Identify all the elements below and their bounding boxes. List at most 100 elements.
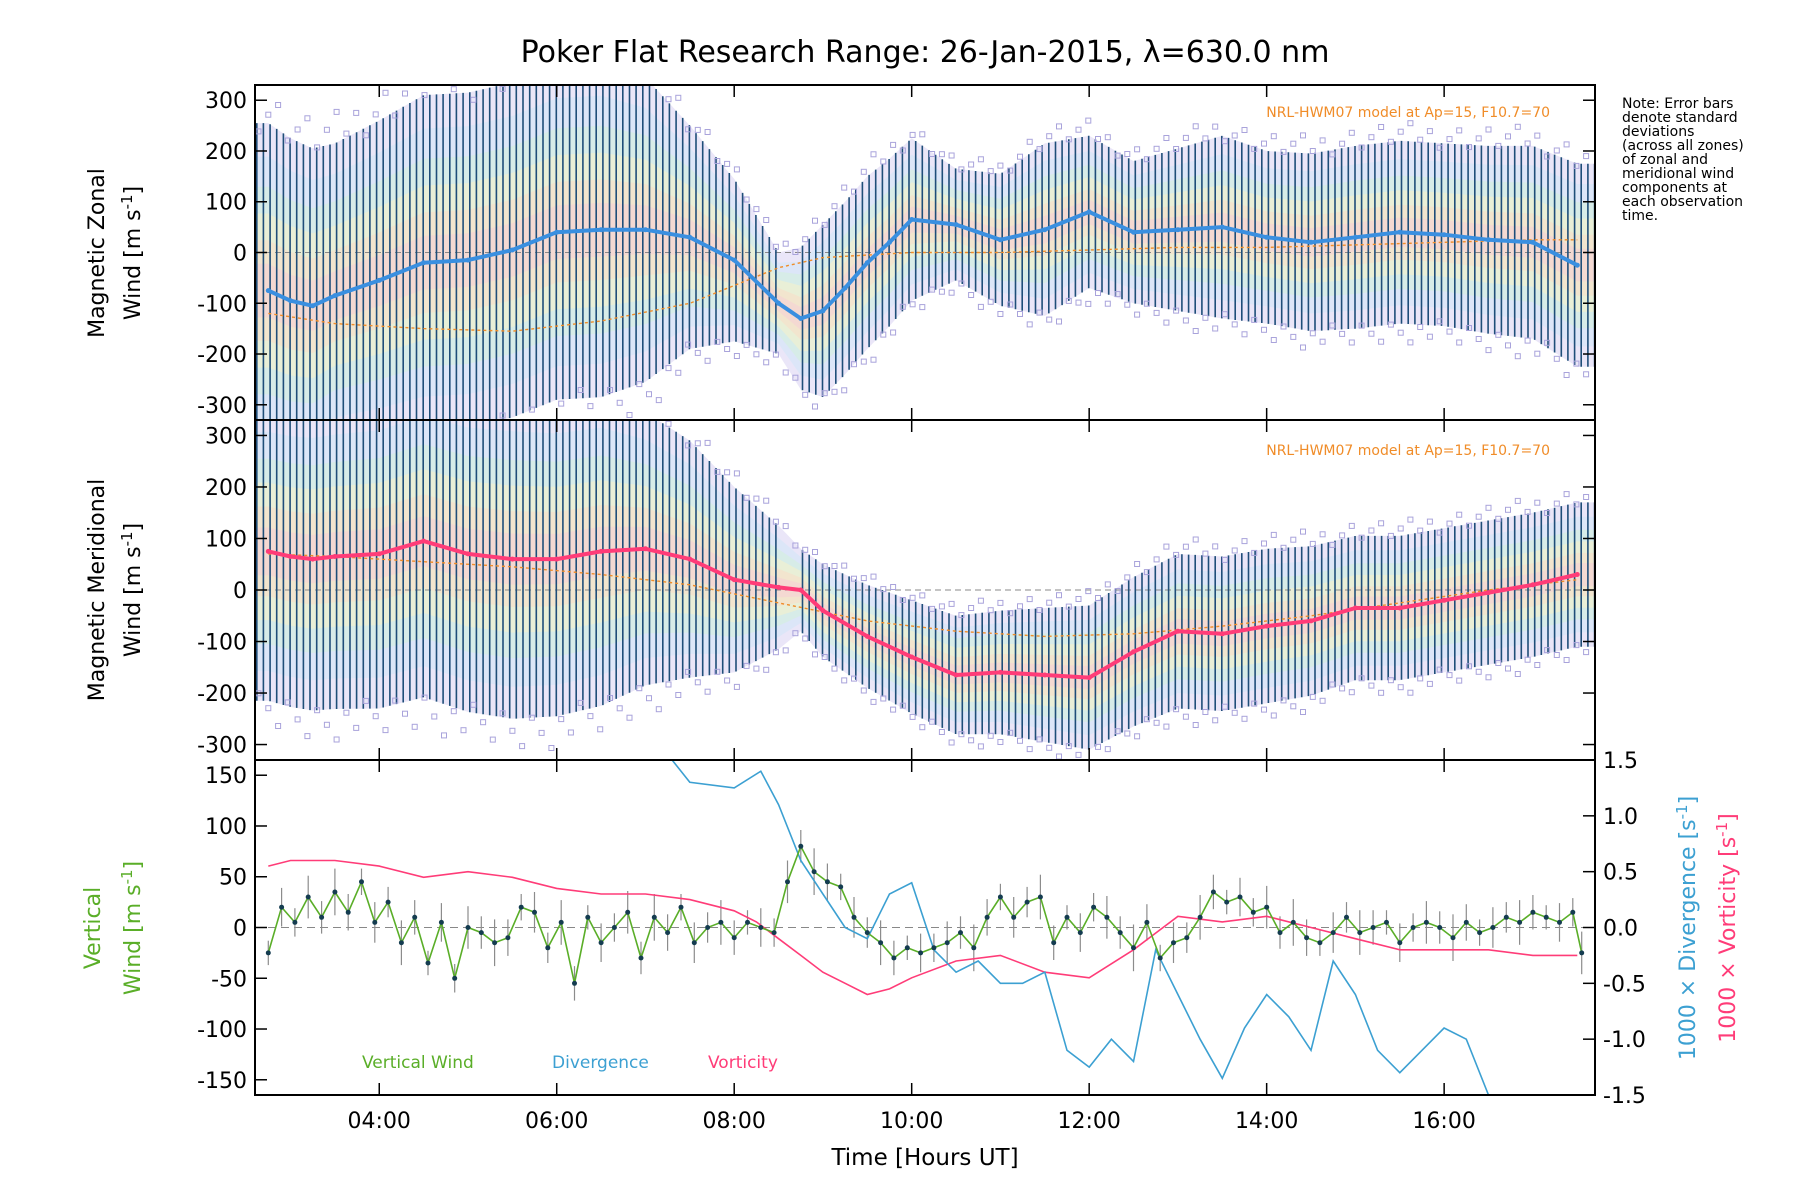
outlier-point [1046, 599, 1053, 606]
clipped-data [255, 760, 1595, 1095]
meridional-ylabel-line2: Wind [m s-1] [118, 523, 146, 657]
mean-wind-point [509, 247, 515, 253]
outlier-point [1153, 309, 1160, 316]
outlier-point [1300, 344, 1306, 351]
y-tick-label: 100 [205, 815, 247, 840]
outlier-point [1319, 137, 1326, 144]
vertical-wind-point [1104, 914, 1110, 920]
outlier-point [929, 286, 936, 293]
outlier-point [470, 701, 477, 708]
outlier-point [831, 203, 838, 210]
outlier-point [1553, 500, 1560, 507]
outlier-point [987, 168, 994, 175]
mean-wind-point [687, 556, 693, 562]
outlier-point [714, 158, 721, 164]
mean-wind-point [376, 551, 382, 557]
vertical-wind-point [1011, 914, 1017, 920]
vertical-wind-point [944, 940, 950, 946]
vertical-wind-point [1237, 894, 1243, 900]
outlier-point [1026, 746, 1033, 753]
vertical-wind-point [758, 925, 764, 930]
outlier-point [812, 217, 818, 224]
outlier-point [743, 196, 750, 203]
vertical-wind-point [971, 945, 977, 951]
outlier-point [1143, 300, 1150, 307]
note-line: time. [1622, 208, 1658, 224]
mean-wind-point [1042, 672, 1048, 678]
outlier-point [1270, 531, 1277, 538]
vertical-wind-point [851, 914, 857, 920]
outlier-point [1339, 140, 1346, 147]
outlier-point [792, 542, 799, 549]
x-tick-label: 16:00 [1412, 1109, 1475, 1134]
note-line: (across all zones) [1622, 138, 1744, 154]
outlier-point [685, 126, 692, 133]
outlier-point [1378, 689, 1385, 696]
vertical-wind-point [984, 914, 990, 920]
outlier-point [1231, 321, 1238, 328]
outlier-point [1407, 339, 1414, 346]
outlier-point [1212, 325, 1219, 332]
outlier-point [1436, 144, 1443, 151]
vertical-wind-point [1144, 919, 1150, 925]
outlier-point [636, 381, 643, 388]
outlier-point [685, 442, 692, 449]
outlier-point [841, 562, 848, 569]
outlier-point [899, 303, 906, 310]
outlier-point [860, 168, 867, 175]
vertical-wind-point [891, 955, 897, 961]
outlier-point [1251, 145, 1258, 152]
vertical-wind-point [1131, 945, 1136, 951]
outlier-point [899, 702, 906, 709]
outlier-point [1182, 317, 1189, 324]
outlier-point [821, 221, 828, 228]
mean-wind-point [776, 300, 782, 306]
outlier-point [1085, 588, 1092, 595]
mean-wind-point [798, 316, 804, 321]
mean-wind-point [909, 654, 915, 660]
vertical-wind-point [958, 930, 963, 936]
zonal-ylabel-line1: Magnetic Zonal [85, 168, 110, 338]
outlier-point [626, 412, 633, 418]
vertical-wind-point [1224, 899, 1230, 905]
outlier-point [1544, 647, 1551, 654]
legend-divergence: Divergence [552, 1053, 649, 1073]
outlier-point [977, 743, 984, 750]
outlier-point [743, 662, 750, 669]
outlier-point [1417, 136, 1424, 143]
vertical-wind-point [678, 904, 684, 910]
y-tick-label: 150 [205, 764, 247, 789]
outlier-point [1182, 134, 1189, 141]
outlier-point [304, 733, 311, 740]
mean-wind-point [909, 217, 915, 222]
outlier-point [1075, 596, 1082, 602]
outlier-point [558, 400, 565, 407]
outlier-point [987, 298, 994, 305]
vertical-wind-point [785, 879, 790, 885]
outlier-point [1573, 360, 1580, 367]
vertical-wind-point [1370, 925, 1376, 930]
outlier-point [792, 630, 799, 637]
outlier-point [1378, 520, 1385, 527]
outlier-point [1134, 311, 1141, 318]
outlier-point [431, 713, 438, 720]
outlier-point [948, 600, 955, 607]
vertical-wind-point [598, 940, 604, 946]
outlier-point [1202, 135, 1209, 142]
vertical-wind-point [1197, 914, 1203, 920]
outlier-point [1456, 127, 1463, 134]
outlier-point [402, 90, 408, 97]
outlier-point [948, 739, 955, 746]
outlier-point [1124, 574, 1131, 581]
outlier-point [1212, 717, 1219, 724]
zonal-panel: -300 -200 -100 0 100 200 300 NRL-HWM07 model a… [85, 84, 1596, 421]
outlier-point [1348, 689, 1355, 696]
vertical-wind-point [651, 914, 657, 920]
outlier-point [450, 86, 457, 93]
outlier-point [411, 723, 418, 730]
outlier-point [353, 109, 360, 116]
outlier-point [1583, 153, 1590, 160]
mean-wind-point [1086, 209, 1092, 215]
outlier-point [1114, 588, 1121, 594]
outlier-point [977, 156, 984, 163]
